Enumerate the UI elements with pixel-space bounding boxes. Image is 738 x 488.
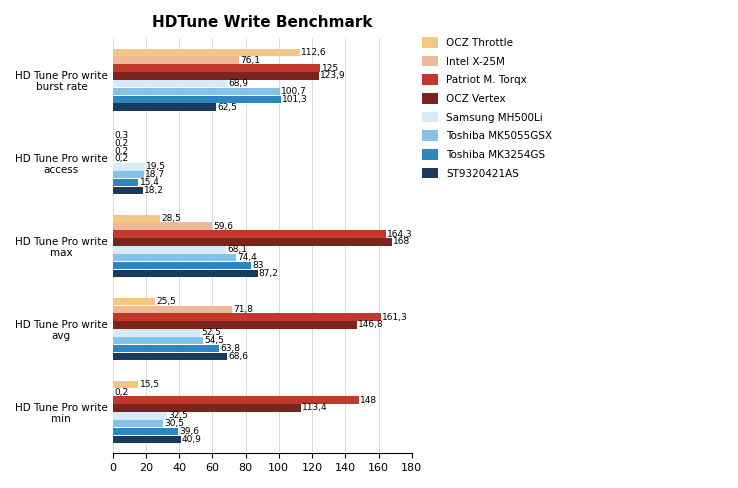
Bar [113,88,280,95]
Bar [113,404,301,412]
Text: 71,8: 71,8 [233,305,253,314]
Text: 18,2: 18,2 [144,186,164,195]
Text: 68,9: 68,9 [229,79,249,88]
Text: 15,5: 15,5 [139,380,159,389]
Text: 54,5: 54,5 [204,336,224,345]
Bar [113,246,226,254]
Text: 30,5: 30,5 [165,419,184,428]
Bar [113,64,320,72]
Bar [113,57,239,64]
Text: 19,5: 19,5 [146,162,166,171]
Bar [113,254,236,262]
Bar [113,428,179,435]
Bar [113,80,227,87]
Bar [113,381,138,388]
Text: 28,5: 28,5 [162,214,182,223]
Bar [113,412,167,420]
Text: 0,2: 0,2 [114,146,128,156]
Bar [113,313,381,321]
Text: 39,6: 39,6 [180,427,200,436]
Text: 76,1: 76,1 [241,56,261,65]
Text: 0,2: 0,2 [114,139,128,148]
Text: 148: 148 [360,396,377,405]
Bar [113,215,160,222]
Text: 125: 125 [322,63,339,73]
Bar [113,352,227,360]
Text: 62,5: 62,5 [218,103,238,112]
Text: 18,7: 18,7 [145,170,165,179]
Text: 59,6: 59,6 [213,222,233,231]
Bar [113,238,392,245]
Legend: OCZ Throttle, Intel X-25M, Patriot M. Torqx, OCZ Vertex, Samsung MH500Li, Toshib: OCZ Throttle, Intel X-25M, Patriot M. To… [420,35,554,181]
Text: 0,2: 0,2 [114,388,128,397]
Bar [113,436,181,443]
Bar [113,345,218,352]
Text: 83: 83 [252,261,263,270]
Bar [113,171,144,178]
Bar [113,420,163,427]
Bar [113,230,386,238]
Bar [113,269,258,277]
Bar [113,179,138,186]
Bar [113,163,145,170]
Text: 74,4: 74,4 [238,253,258,262]
Text: 63,8: 63,8 [220,344,240,353]
Text: 112,6: 112,6 [301,48,327,57]
Text: 168: 168 [393,238,410,246]
Text: 0,2: 0,2 [114,154,128,163]
Text: 100,7: 100,7 [281,87,307,96]
Title: HDTune Write Benchmark: HDTune Write Benchmark [152,15,373,30]
Bar [113,72,319,80]
Bar [113,186,143,194]
Text: 40,9: 40,9 [182,435,201,444]
Bar [113,223,212,230]
Text: 15,4: 15,4 [139,178,159,187]
Text: 32,5: 32,5 [168,411,188,420]
Bar [113,262,251,269]
Bar [113,298,155,305]
Bar [113,305,232,313]
Text: 123,9: 123,9 [320,71,345,81]
Bar [113,96,281,103]
Text: 68,6: 68,6 [228,352,248,361]
Text: 101,3: 101,3 [283,95,308,104]
Bar [113,396,359,404]
Text: 52,5: 52,5 [201,328,221,337]
Bar [113,329,200,337]
Text: 0,3: 0,3 [114,131,128,140]
Text: 164,3: 164,3 [387,229,413,239]
Bar [113,49,300,56]
Text: 146,8: 146,8 [358,321,384,329]
Bar [113,321,356,329]
Bar [113,337,203,345]
Text: 87,2: 87,2 [259,269,279,278]
Text: 113,4: 113,4 [303,404,328,412]
Text: 25,5: 25,5 [156,297,176,306]
Bar [113,103,216,111]
Text: 161,3: 161,3 [382,313,408,322]
Text: 68,1: 68,1 [227,245,247,254]
